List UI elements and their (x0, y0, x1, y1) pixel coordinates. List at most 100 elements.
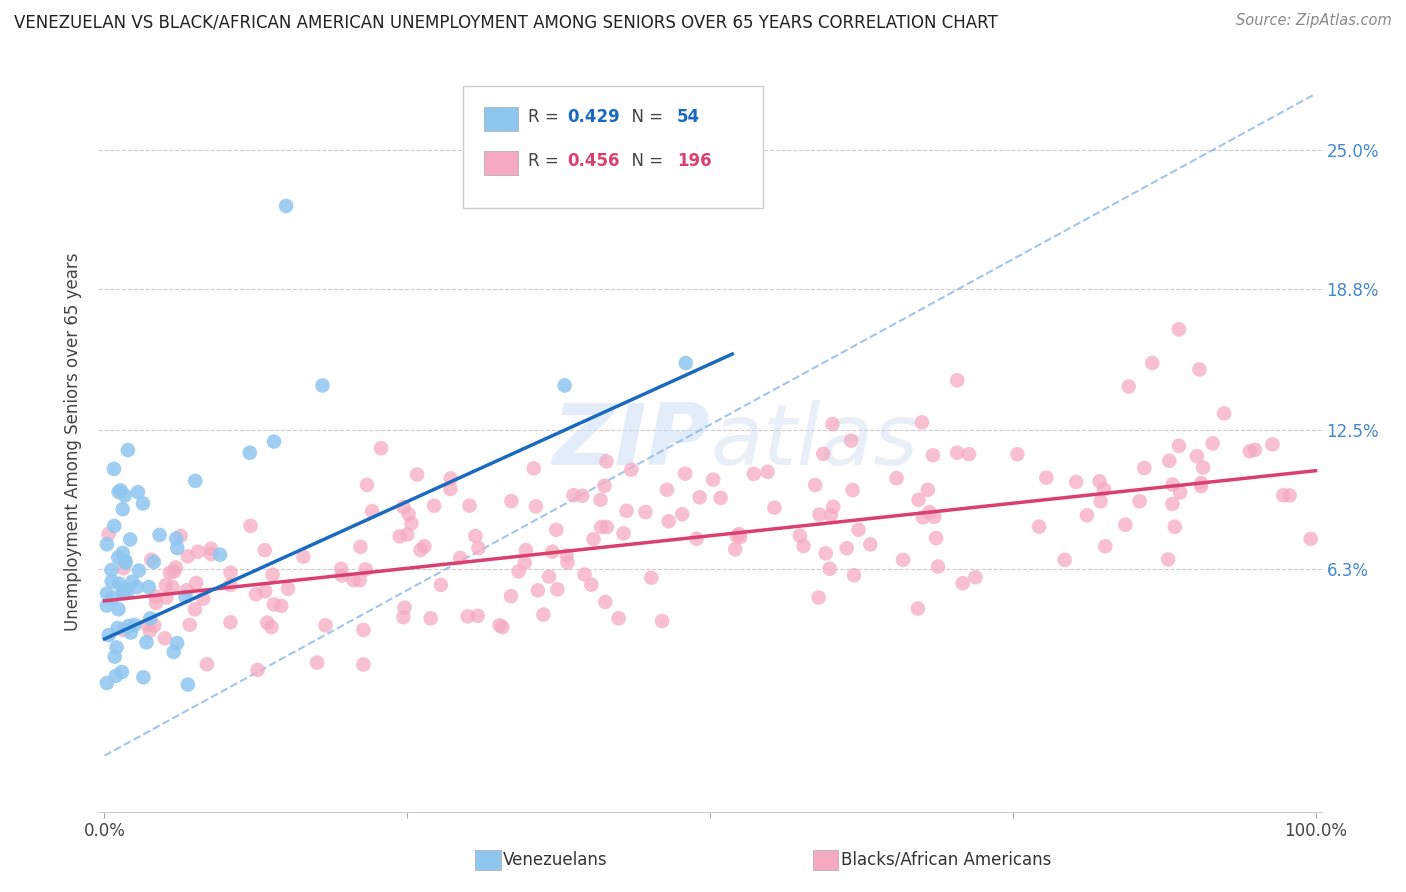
Point (965, 570, 987, 584)
Point (546, 523, 568, 537)
Point (820, 508, 842, 522)
Point (114, 554, 136, 568)
Point (163, 645, 186, 659)
Point (330, 562, 353, 576)
Point (634, 505, 657, 519)
Text: atlas: atlas (710, 400, 918, 483)
Point (499, 589, 522, 603)
Point (1090, 494, 1112, 508)
Point (184, 474, 207, 488)
Point (1118, 379, 1140, 393)
Point (115, 586, 138, 600)
Point (848, 523, 870, 537)
Point (582, 532, 605, 546)
Point (191, 591, 214, 606)
Point (524, 500, 547, 514)
Point (245, 587, 267, 601)
Point (125, 580, 148, 594)
Text: N =: N = (620, 152, 668, 170)
Point (430, 578, 453, 592)
Point (1189, 479, 1212, 493)
Point (807, 591, 830, 605)
Point (907, 601, 929, 615)
Point (571, 489, 593, 503)
Point (398, 507, 420, 521)
Point (276, 199, 298, 213)
Point (105, 640, 128, 655)
Point (121, 574, 143, 589)
Point (1261, 437, 1284, 451)
Point (200, 547, 222, 561)
Point (1272, 488, 1295, 502)
Point (100, 563, 122, 577)
Point (163, 565, 186, 579)
Point (111, 502, 134, 516)
Point (354, 562, 377, 576)
Point (165, 560, 187, 574)
Point (101, 591, 124, 605)
Point (1028, 519, 1050, 533)
Point (103, 519, 125, 533)
Point (111, 665, 134, 679)
Point (139, 611, 162, 625)
Point (1140, 356, 1163, 370)
Point (593, 479, 616, 493)
Point (1161, 497, 1184, 511)
Point (148, 528, 170, 542)
Point (104, 669, 127, 683)
Point (246, 663, 269, 677)
Point (891, 553, 914, 567)
Text: 0.429: 0.429 (567, 108, 620, 126)
Point (117, 443, 139, 458)
Point (392, 610, 415, 624)
FancyBboxPatch shape (484, 107, 517, 130)
Point (523, 461, 546, 475)
Point (104, 649, 127, 664)
Point (112, 581, 135, 595)
Point (841, 483, 863, 497)
Point (349, 540, 371, 554)
Point (96, 676, 118, 690)
Point (311, 378, 333, 392)
Point (176, 549, 198, 564)
Point (1164, 519, 1187, 533)
Point (136, 617, 159, 632)
Point (145, 590, 167, 604)
Point (138, 624, 160, 638)
Point (538, 569, 561, 583)
Point (112, 585, 135, 599)
Point (589, 492, 612, 507)
Point (1189, 475, 1212, 490)
Point (96, 586, 118, 600)
Point (710, 491, 733, 505)
Point (263, 434, 285, 449)
Point (907, 492, 929, 507)
Point (107, 484, 129, 499)
Point (127, 485, 149, 500)
Point (352, 657, 374, 672)
Point (658, 514, 681, 528)
Point (946, 446, 969, 460)
Point (141, 552, 163, 566)
Text: 196: 196 (678, 152, 711, 170)
Point (1299, 532, 1322, 546)
Point (159, 566, 181, 580)
Point (1278, 488, 1301, 502)
Point (671, 507, 693, 521)
Point (292, 549, 315, 564)
Point (595, 454, 617, 468)
Point (1064, 475, 1087, 489)
Point (1007, 447, 1029, 461)
Point (1168, 439, 1191, 453)
Point (1213, 406, 1236, 420)
Point (591, 520, 613, 534)
Point (725, 529, 748, 543)
Point (685, 532, 707, 546)
Point (675, 356, 697, 370)
Point (112, 561, 135, 575)
Point (596, 520, 619, 534)
Point (200, 541, 222, 556)
Point (1157, 552, 1180, 566)
Point (124, 618, 146, 632)
Point (1035, 471, 1057, 485)
